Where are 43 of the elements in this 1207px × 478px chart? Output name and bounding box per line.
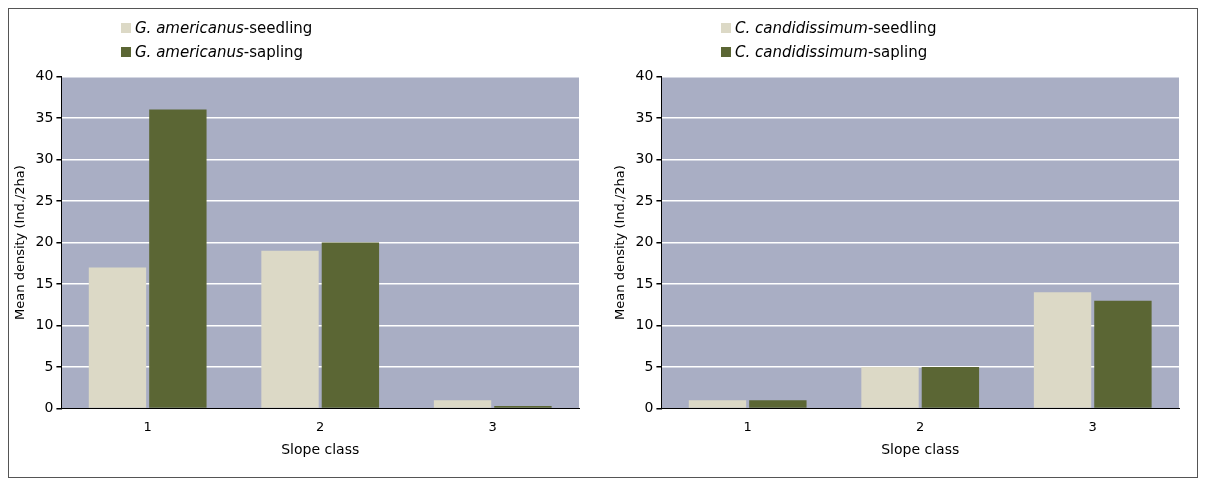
y-tick-label: 10 bbox=[635, 316, 654, 333]
bar bbox=[1033, 292, 1092, 408]
y-tick-label: 10 bbox=[35, 316, 54, 333]
bar bbox=[861, 367, 919, 408]
y-axis-title: Mean density (Ind./2ha) bbox=[612, 165, 628, 320]
x-tick-label: 1 bbox=[743, 418, 752, 434]
bar bbox=[1094, 300, 1152, 408]
bar bbox=[149, 109, 207, 408]
bar bbox=[261, 250, 319, 408]
x-tick-label: 2 bbox=[316, 418, 325, 434]
y-tick-label: 20 bbox=[35, 233, 54, 250]
y-tick-label: 15 bbox=[635, 274, 654, 291]
legend-label: G. americanus-sapling bbox=[135, 43, 304, 61]
x-axis-title: Slope class bbox=[281, 441, 360, 458]
x-tick-label: 3 bbox=[1088, 418, 1097, 434]
bar bbox=[749, 400, 807, 408]
bar bbox=[921, 367, 980, 408]
y-axis-title: Mean density (Ind./2ha) bbox=[12, 165, 28, 320]
y-tick-label: 25 bbox=[635, 191, 654, 208]
bar bbox=[321, 242, 380, 408]
x-tick-label: 3 bbox=[488, 418, 497, 434]
y-tick-label: 40 bbox=[35, 67, 54, 84]
y-tick-label: 30 bbox=[635, 150, 654, 167]
y-tick-label: 0 bbox=[644, 399, 654, 416]
x-tick-label: 2 bbox=[916, 418, 925, 434]
x-axis-title: Slope class bbox=[881, 441, 960, 458]
legend-label: G. americanus-seedling bbox=[135, 19, 313, 37]
y-tick-label: 5 bbox=[644, 357, 654, 374]
y-tick-label: 5 bbox=[44, 357, 54, 374]
y-tick-label: 15 bbox=[35, 274, 54, 291]
y-tick-label: 35 bbox=[35, 108, 54, 125]
legend-label: C. candidissimum-seedling bbox=[735, 19, 937, 37]
y-tick-label: 30 bbox=[35, 150, 54, 167]
bar bbox=[88, 267, 147, 408]
y-tick-label: 0 bbox=[44, 399, 54, 416]
y-tick-label: 25 bbox=[35, 191, 54, 208]
y-tick-label: 35 bbox=[635, 108, 654, 125]
y-tick-label: 20 bbox=[635, 233, 654, 250]
legend-label: C. candidissimum-sapling bbox=[735, 43, 928, 61]
bar bbox=[688, 400, 747, 408]
x-tick-label: 1 bbox=[143, 418, 152, 434]
bar bbox=[433, 400, 492, 408]
y-tick-label: 40 bbox=[635, 67, 654, 84]
